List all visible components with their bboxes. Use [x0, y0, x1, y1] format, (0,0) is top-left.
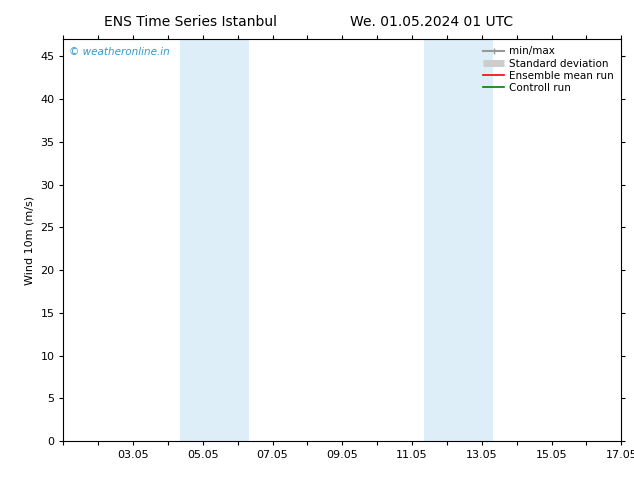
Bar	[179, 39, 249, 441]
Text: © weatheronline.in: © weatheronline.in	[69, 47, 170, 57]
Text: We. 01.05.2024 01 UTC: We. 01.05.2024 01 UTC	[349, 15, 513, 29]
Bar	[424, 39, 493, 441]
Text: ENS Time Series Istanbul: ENS Time Series Istanbul	[104, 15, 276, 29]
Y-axis label: Wind 10m (m/s): Wind 10m (m/s)	[25, 196, 35, 285]
Legend: min/max, Standard deviation, Ensemble mean run, Controll run: min/max, Standard deviation, Ensemble me…	[481, 45, 616, 95]
